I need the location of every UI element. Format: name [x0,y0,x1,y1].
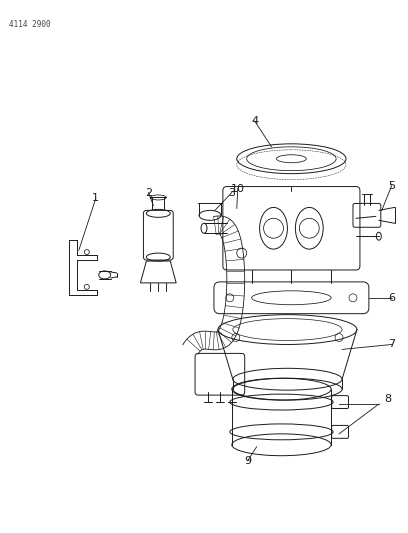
Text: 4114 2900: 4114 2900 [9,20,51,29]
Text: 10: 10 [231,183,245,193]
Text: 9: 9 [244,456,251,466]
Text: 8: 8 [384,394,391,404]
Text: 7: 7 [388,340,395,350]
Text: 3: 3 [228,188,235,198]
Text: 4: 4 [251,116,258,126]
Text: 1: 1 [92,193,99,204]
Text: 6: 6 [388,293,395,303]
Text: 5: 5 [388,181,395,191]
Text: 2: 2 [145,188,152,198]
